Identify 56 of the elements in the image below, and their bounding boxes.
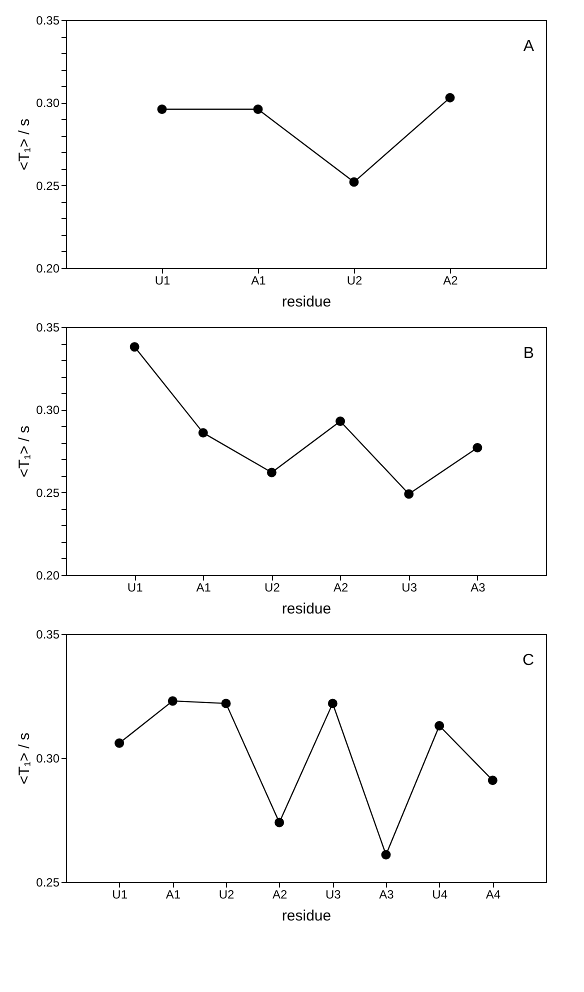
y-tick-label: 0.35 [36,320,60,334]
x-tick-label: U4 [432,888,448,902]
x-tick-label: A4 [486,888,501,902]
y-tick-label: 0.30 [36,752,60,766]
x-tick-label: A1 [196,580,212,594]
y-axis-title: <T₁> / s [16,732,34,784]
point [221,698,231,708]
y-tick-label: 0.20 [36,262,60,276]
x-tick-label: A2 [333,580,348,594]
point [253,104,263,114]
x-tick-label: A2 [272,888,288,902]
x-tick-label: A2 [443,274,458,288]
x-tick-label: U2 [264,580,280,594]
point [198,428,208,438]
y-tick-label: 0.30 [36,96,60,110]
point [488,776,498,786]
y-tick-label: 0.25 [36,486,60,500]
point [404,489,414,499]
x-axis-title: residue [282,908,332,924]
x-tick-label: U1 [154,274,170,288]
point [472,442,482,452]
x-tick-label: U3 [402,580,418,594]
point [381,850,391,860]
annotation: B [523,345,534,362]
point [336,416,346,426]
point [274,818,284,828]
annotation: C [522,652,534,669]
x-axis-title: residue [282,294,332,310]
y-axis-title: <T₁> / s [16,118,34,170]
x-tick-label: U2 [218,888,234,902]
y-tick-label: 0.35 [36,14,60,28]
point [157,104,167,114]
point [114,738,124,748]
point [328,698,338,708]
point [434,721,444,730]
x-tick-label: A1 [166,888,181,902]
y-tick-label: 0.30 [36,403,60,418]
x-tick-label: A1 [251,274,266,288]
point [349,177,359,187]
y-axis-title: <T₁> / s [16,426,34,478]
point [130,342,140,352]
point [266,468,276,478]
x-axis-title: residue [282,600,332,618]
x-tick-label: A3 [470,580,486,594]
y-tick-label: 0.25 [36,178,60,193]
point [445,92,455,102]
y-tick-label: 0.20 [36,568,60,582]
y-tick-label: 0.35 [36,628,60,642]
x-tick-label: U2 [346,274,362,288]
x-tick-label: U1 [127,580,144,594]
annotation: A [523,38,534,55]
y-tick-label: 0.25 [36,876,60,890]
x-tick-label: A3 [379,888,394,902]
x-tick-label: U3 [325,888,342,902]
point [168,696,178,706]
x-tick-label: U1 [112,888,128,902]
